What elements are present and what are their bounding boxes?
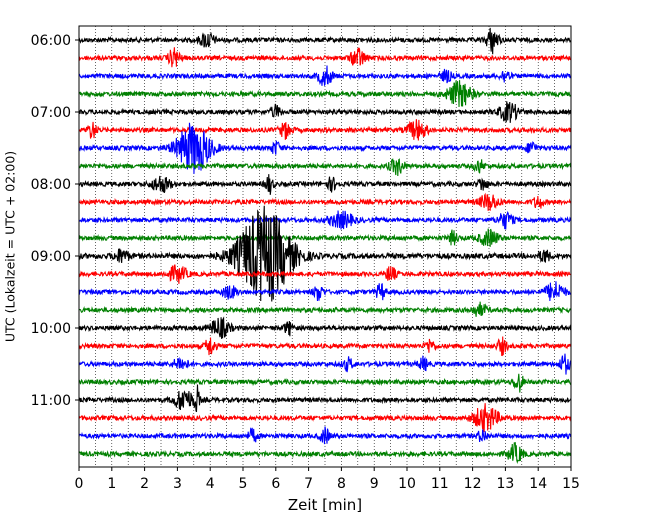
trace-0945 bbox=[78, 301, 572, 317]
x-tick-label: 12 bbox=[464, 476, 482, 492]
trace-0700 bbox=[78, 101, 572, 123]
y-axis-label: UTC (Lokalzeit = UTC + 02:00) bbox=[3, 151, 18, 342]
y-axis-ticks: 06:00 07:00 08:00 09:00 10:00 11:00 bbox=[31, 33, 79, 409]
trace-0630 bbox=[78, 65, 572, 87]
y-tick-label: 06:00 bbox=[31, 33, 71, 49]
trace-0830 bbox=[78, 210, 572, 230]
trace-0615 bbox=[78, 47, 572, 68]
x-tick-label: 2 bbox=[140, 476, 149, 492]
x-tick-label: 0 bbox=[75, 476, 84, 492]
x-axis-ticks: 0 1 2 3 4 5 6 7 8 9 10 11 12 13 14 15 bbox=[75, 467, 580, 492]
x-tick-label: 5 bbox=[239, 476, 248, 492]
trace-0600 bbox=[78, 27, 572, 55]
trace-0930 bbox=[78, 281, 572, 301]
x-tick-label: 14 bbox=[529, 476, 547, 492]
trace-1100 bbox=[78, 384, 572, 413]
x-tick-label: 11 bbox=[431, 476, 449, 492]
trace-0800 bbox=[78, 174, 572, 195]
trace-0715 bbox=[78, 119, 572, 141]
trace-0645 bbox=[78, 80, 572, 107]
trace-1000 bbox=[78, 316, 572, 339]
x-tick-label: 4 bbox=[206, 476, 215, 492]
x-tick-label: 7 bbox=[304, 476, 313, 492]
x-tick-label: 1 bbox=[107, 476, 116, 492]
trace-layer bbox=[78, 27, 572, 464]
x-tick-label: 6 bbox=[271, 476, 280, 492]
y-tick-label: 07:00 bbox=[31, 105, 71, 121]
x-tick-label: 10 bbox=[398, 476, 416, 492]
trace-1115 bbox=[78, 403, 572, 432]
x-tick-label: 13 bbox=[496, 476, 514, 492]
trace-1145 bbox=[78, 441, 572, 464]
trace-0815 bbox=[78, 192, 572, 211]
x-tick-label: 9 bbox=[370, 476, 379, 492]
trace-0915 bbox=[78, 264, 572, 284]
trace-0845 bbox=[78, 228, 572, 247]
trace-1130 bbox=[78, 426, 572, 445]
y-tick-label: 08:00 bbox=[31, 177, 71, 193]
plot-frame bbox=[78, 25, 572, 468]
x-tick-label: 3 bbox=[173, 476, 182, 492]
x-axis-label: Zeit [min] bbox=[288, 496, 362, 514]
x-tick-label: 15 bbox=[562, 476, 580, 492]
x-tick-label: 8 bbox=[337, 476, 346, 492]
y-tick-label: 09:00 bbox=[31, 249, 71, 265]
y-tick-label: 10:00 bbox=[31, 321, 71, 337]
trace-0745 bbox=[78, 158, 572, 176]
trace-1015 bbox=[78, 336, 572, 357]
trace-1030 bbox=[78, 353, 572, 375]
y-tick-label: 11:00 bbox=[31, 393, 71, 409]
trace-0730 bbox=[78, 122, 572, 174]
trace-0900 bbox=[78, 205, 572, 302]
trace-1045 bbox=[78, 373, 572, 393]
